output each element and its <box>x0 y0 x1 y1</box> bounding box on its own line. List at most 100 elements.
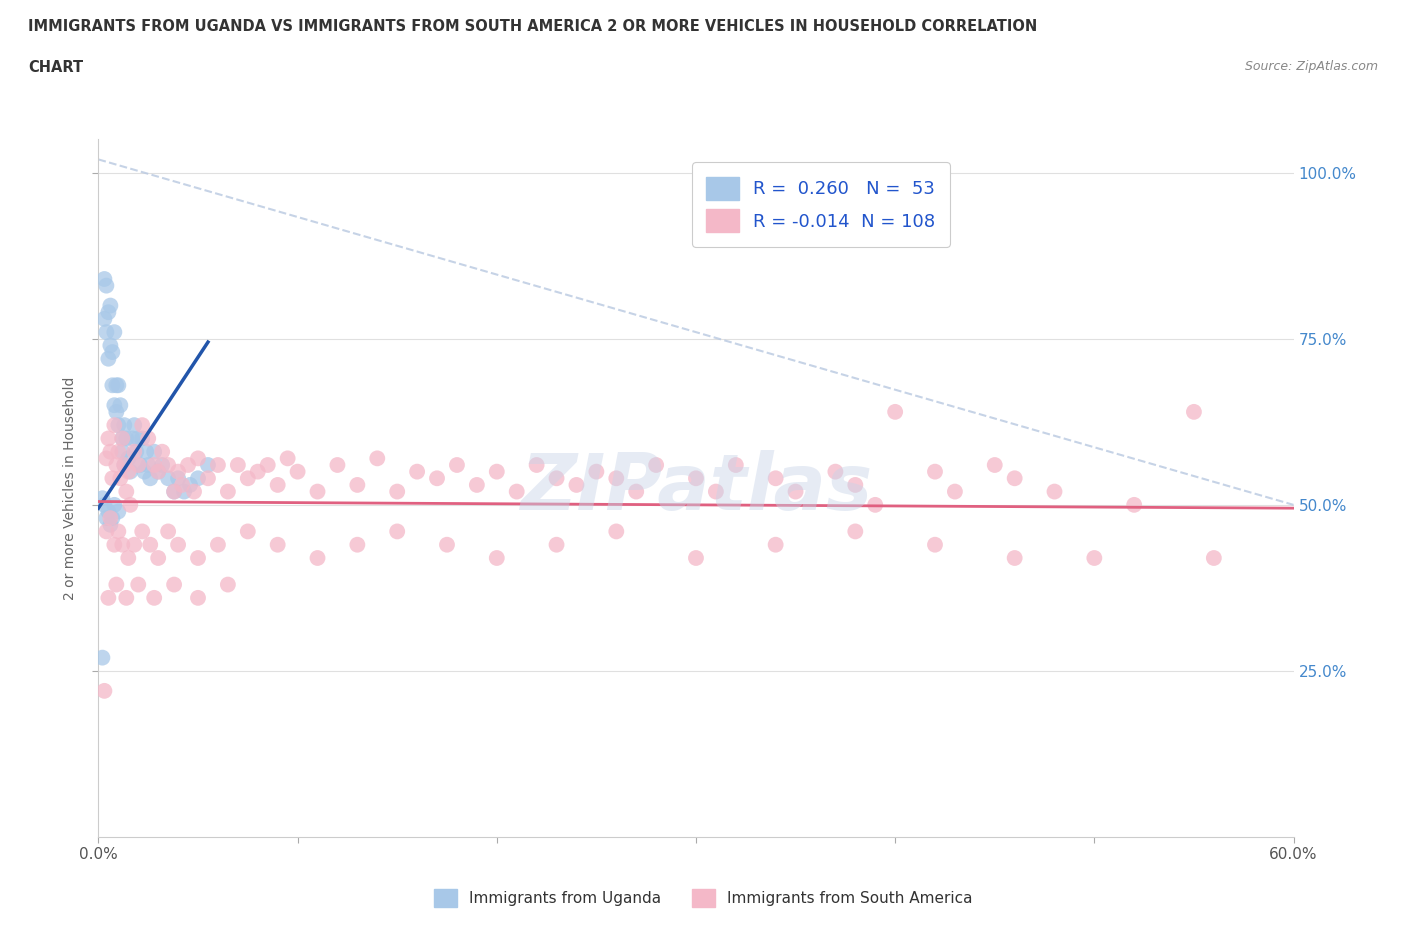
Point <box>187 551 209 565</box>
Point <box>129 458 152 472</box>
Point <box>172 477 194 492</box>
Point <box>139 471 162 485</box>
Point <box>326 458 349 472</box>
Point <box>765 471 787 485</box>
Point <box>103 498 125 512</box>
Point <box>179 477 201 492</box>
Text: IMMIGRANTS FROM UGANDA VS IMMIGRANTS FROM SOUTH AMERICA 2 OR MORE VEHICLES IN HO: IMMIGRANTS FROM UGANDA VS IMMIGRANTS FRO… <box>28 19 1038 33</box>
Point <box>110 398 132 413</box>
Point <box>157 458 180 472</box>
Point <box>884 405 907 419</box>
Point <box>246 464 269 479</box>
Point <box>626 485 648 499</box>
Point <box>111 538 134 552</box>
Point <box>143 445 166 459</box>
Point <box>93 312 115 326</box>
Point <box>127 578 149 592</box>
Point <box>93 272 115 286</box>
Point <box>346 477 368 492</box>
Point <box>863 498 887 512</box>
Point <box>183 485 205 499</box>
Point <box>101 378 124 392</box>
Point <box>101 345 124 360</box>
Point <box>236 524 259 538</box>
Point <box>565 477 588 492</box>
Point <box>173 485 195 499</box>
Point <box>1182 405 1205 419</box>
Point <box>704 485 727 499</box>
Point <box>100 445 122 459</box>
Point <box>765 538 787 552</box>
Point <box>103 398 125 413</box>
Point <box>96 524 118 538</box>
Point <box>256 458 278 472</box>
Point <box>465 477 488 492</box>
Point <box>97 504 120 519</box>
Point <box>120 464 142 479</box>
Point <box>105 458 128 472</box>
Point <box>136 458 159 472</box>
Point <box>485 464 508 479</box>
Point <box>111 445 134 459</box>
Point <box>446 458 468 472</box>
Text: Source: ZipAtlas.com: Source: ZipAtlas.com <box>1244 60 1378 73</box>
Point <box>135 445 157 459</box>
Point <box>124 418 146 432</box>
Point <box>136 431 159 445</box>
Point <box>112 418 135 432</box>
Point <box>124 445 146 459</box>
Point <box>366 451 388 466</box>
Point <box>605 471 627 485</box>
Point <box>131 431 153 445</box>
Point <box>307 485 329 499</box>
Point <box>1123 498 1146 512</box>
Point <box>100 299 122 313</box>
Point <box>645 458 668 472</box>
Point <box>127 458 149 472</box>
Point <box>139 538 162 552</box>
Point <box>93 498 115 512</box>
Point <box>984 458 1007 472</box>
Point <box>117 451 139 466</box>
Point <box>117 551 139 565</box>
Point <box>585 464 607 479</box>
Point <box>177 458 200 472</box>
Point <box>96 451 118 466</box>
Point <box>844 477 866 492</box>
Point <box>117 464 139 479</box>
Point <box>125 445 148 459</box>
Point <box>724 458 747 472</box>
Point <box>506 485 529 499</box>
Point <box>167 538 190 552</box>
Point <box>105 378 128 392</box>
Point <box>207 538 229 552</box>
Point <box>187 591 209 605</box>
Point <box>131 524 153 538</box>
Point <box>485 551 508 565</box>
Point <box>120 498 142 512</box>
Point <box>91 491 114 506</box>
Point <box>187 471 209 485</box>
Point <box>924 538 946 552</box>
Point <box>134 464 156 479</box>
Point <box>546 538 568 552</box>
Point <box>127 431 149 445</box>
Point <box>844 524 866 538</box>
Point <box>112 458 135 472</box>
Point <box>197 471 219 485</box>
Point <box>824 464 846 479</box>
Point <box>385 485 409 499</box>
Text: ZIPatlas: ZIPatlas <box>520 450 872 526</box>
Point <box>526 458 548 472</box>
Point <box>115 591 138 605</box>
Point <box>101 471 124 485</box>
Point <box>1083 551 1105 565</box>
Point <box>346 538 368 552</box>
Point <box>111 431 134 445</box>
Point <box>163 485 186 499</box>
Point <box>546 471 568 485</box>
Point <box>1202 551 1225 565</box>
Point <box>406 464 429 479</box>
Point <box>100 338 122 352</box>
Point <box>685 551 707 565</box>
